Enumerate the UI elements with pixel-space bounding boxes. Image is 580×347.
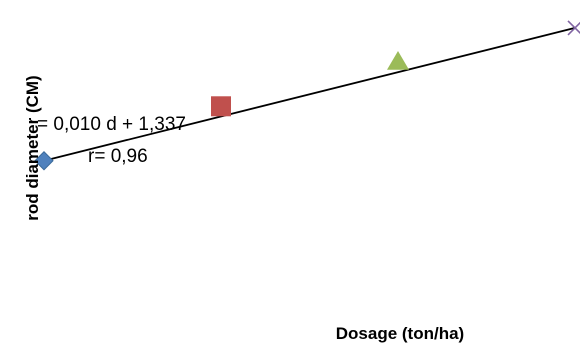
trendline <box>43 27 576 162</box>
trendline-equation: = 0,010 d + 1,337 <box>37 114 186 135</box>
data-point-3 <box>387 51 409 70</box>
trendline-layer <box>43 27 576 162</box>
y-axis-title: rod diameter (CM) <box>23 75 42 220</box>
data-point-4 <box>567 20 580 36</box>
markers-layer <box>34 20 580 171</box>
data-point-2 <box>211 96 231 117</box>
correlation-label: r= 0,96 <box>88 146 148 167</box>
data-point-1 <box>34 151 54 171</box>
x-axis-title: Dosage (ton/ha) <box>336 324 464 343</box>
